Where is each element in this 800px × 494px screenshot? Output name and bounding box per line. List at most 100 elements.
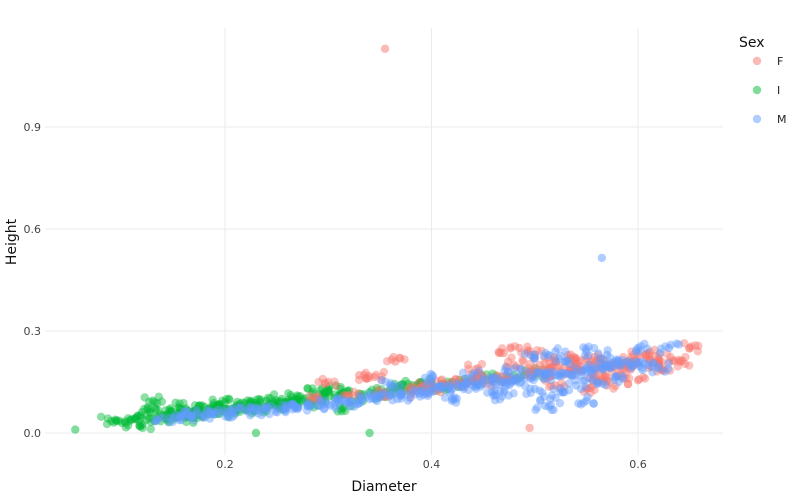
data-point — [134, 416, 144, 426]
data-point — [547, 405, 556, 415]
data-point — [595, 354, 605, 363]
data-point — [494, 347, 503, 357]
data-point — [148, 396, 157, 405]
data-point — [627, 363, 636, 372]
data-point — [348, 397, 357, 406]
data-point — [555, 354, 564, 363]
data-point — [476, 382, 485, 391]
data-point — [604, 360, 614, 370]
data-point — [354, 375, 364, 385]
data-point — [321, 396, 330, 406]
data-point — [288, 400, 297, 409]
data-point — [602, 381, 612, 390]
data-point — [523, 364, 532, 373]
data-point — [375, 393, 385, 402]
data-point — [228, 404, 238, 413]
data-point — [344, 398, 354, 407]
data-point — [320, 379, 330, 389]
data-point — [341, 396, 350, 406]
data-point — [405, 394, 415, 403]
data-point — [558, 388, 568, 397]
y-axis-title: Height — [4, 218, 20, 265]
data-point — [638, 365, 647, 375]
data-point — [320, 391, 329, 401]
data-point — [520, 349, 530, 359]
data-point — [154, 414, 163, 423]
data-point — [618, 358, 627, 367]
data-point — [421, 387, 430, 397]
data-point — [581, 354, 590, 364]
data-point — [542, 369, 551, 379]
data-point — [588, 376, 597, 385]
data-point — [307, 390, 317, 399]
data-point — [219, 406, 228, 415]
data-point — [525, 423, 534, 433]
data-point — [578, 376, 587, 386]
data-point — [654, 362, 663, 372]
data-point — [214, 400, 223, 409]
data-point — [385, 390, 395, 399]
data-point — [509, 376, 519, 385]
data-point — [502, 362, 511, 371]
data-point — [224, 413, 233, 422]
data-point — [530, 363, 539, 372]
data-point — [277, 397, 286, 406]
data-point — [525, 367, 534, 376]
data-point — [423, 391, 432, 401]
data-point — [648, 368, 657, 377]
data-point — [146, 417, 155, 427]
data-point — [680, 359, 690, 369]
data-point — [143, 403, 152, 412]
data-point — [395, 381, 405, 390]
data-point — [247, 397, 257, 406]
data-point — [684, 361, 694, 370]
data-point — [213, 400, 222, 410]
data-point — [393, 382, 402, 392]
data-point — [599, 376, 608, 386]
legend-item-i[interactable]: I — [752, 84, 780, 97]
data-point — [530, 354, 539, 363]
data-point — [399, 380, 408, 389]
data-point — [506, 343, 515, 352]
data-point — [146, 424, 156, 434]
data-point — [577, 356, 586, 365]
data-point — [428, 372, 438, 381]
y-tick-label: 0.0 — [24, 427, 42, 440]
data-point — [571, 363, 580, 373]
data-point — [529, 375, 538, 385]
data-point — [361, 368, 370, 378]
data-point — [556, 388, 565, 397]
data-point — [648, 358, 657, 368]
data-point — [589, 399, 598, 408]
data-point — [287, 396, 296, 406]
data-point — [629, 350, 638, 360]
data-point — [287, 393, 297, 402]
data-point — [549, 367, 558, 377]
legend-item-m[interactable]: M — [752, 113, 787, 126]
data-point — [303, 401, 312, 410]
data-point — [579, 387, 589, 396]
data-point — [475, 369, 485, 378]
data-point — [263, 403, 273, 412]
data-point — [166, 406, 176, 415]
data-point — [254, 394, 264, 404]
data-point — [516, 365, 526, 374]
data-point — [588, 366, 598, 375]
data-point — [430, 383, 439, 393]
data-point — [282, 401, 291, 410]
data-point — [403, 379, 413, 389]
legend-item-f[interactable]: F — [752, 55, 784, 68]
data-point — [200, 403, 209, 412]
data-point — [611, 381, 620, 391]
data-point — [545, 351, 554, 360]
data-point — [540, 353, 549, 363]
data-point — [213, 409, 223, 418]
data-point — [281, 407, 290, 417]
data-point — [655, 356, 664, 366]
data-point — [602, 376, 612, 386]
data-point — [494, 374, 504, 383]
data-point — [365, 373, 374, 382]
data-point — [336, 384, 345, 394]
data-point — [237, 404, 246, 413]
data-point — [644, 348, 653, 358]
